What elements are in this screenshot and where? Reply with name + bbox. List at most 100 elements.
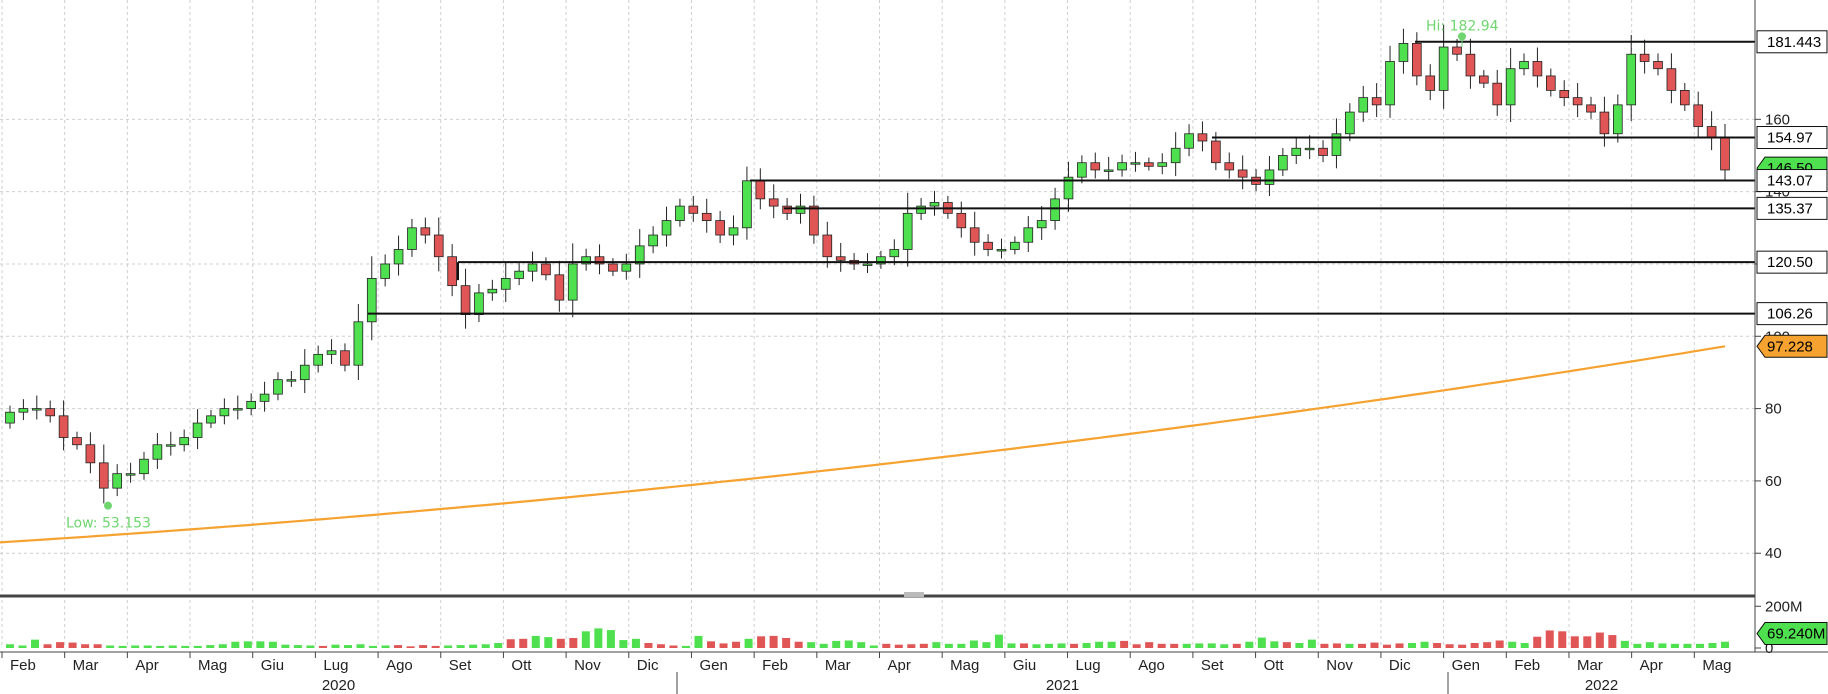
volume-bar (343, 645, 352, 648)
volume-bar (769, 635, 778, 648)
level-label-135-37-bg (1756, 196, 1828, 220)
volume-bar (1019, 643, 1028, 648)
volume-bar (444, 645, 453, 648)
volume-bar (1395, 643, 1404, 648)
candle-body (1639, 53, 1650, 62)
month-label: Mar (73, 657, 99, 674)
candle-body (219, 408, 230, 417)
volume-bar (1120, 640, 1129, 648)
candle-body (1706, 126, 1717, 138)
candle-body (1130, 162, 1141, 165)
candle-body (876, 256, 886, 265)
month-label: Mag (950, 657, 979, 674)
month-label: Dic (637, 657, 659, 674)
candle-body (1599, 111, 1610, 135)
volume-bar (181, 645, 190, 648)
volume-bar (1207, 643, 1216, 648)
volume-bar (1545, 630, 1554, 648)
candle-body (259, 393, 270, 402)
candle-body (1693, 104, 1704, 127)
volume-bar (1082, 642, 1091, 648)
level-label-106-26-text: 106.26 (1767, 306, 1813, 323)
volume-bar (631, 638, 640, 648)
volume-bar (494, 642, 503, 648)
volume-bar (1095, 641, 1104, 648)
volume-bar (18, 645, 27, 648)
level-label-181-443: 181.443 (1756, 30, 1828, 54)
volume-bar (1370, 642, 1379, 648)
month-label: Ott (511, 657, 532, 674)
volume-bar (106, 645, 115, 648)
volume-bar (1470, 642, 1479, 648)
month-label: Dic (1389, 657, 1411, 674)
candle-body (460, 285, 471, 315)
volume-bar (819, 643, 828, 648)
candle-body (634, 245, 645, 265)
low-marker (104, 501, 112, 510)
volume-bars (5, 628, 1730, 648)
candle-body (715, 220, 725, 236)
candle-body (125, 473, 136, 476)
candle-body (393, 249, 404, 265)
volume-bar (256, 641, 265, 648)
candle-body (889, 249, 900, 258)
volume-bar (68, 642, 77, 648)
month-label: Apr (888, 657, 911, 674)
candle-body (165, 444, 176, 447)
volume-bar (206, 645, 215, 648)
candle-body (1157, 162, 1168, 167)
volume-bar (1070, 643, 1079, 648)
volume-bar (894, 644, 903, 648)
candle-body (1572, 97, 1583, 106)
candle-body (1626, 53, 1637, 106)
volume-bar (356, 644, 365, 648)
candle-body (956, 212, 967, 229)
month-label: Mag (1702, 657, 1731, 674)
candle-body (621, 263, 632, 272)
candle-body (862, 263, 873, 266)
candle-body (648, 234, 658, 247)
candle-body (112, 473, 123, 489)
volume-bar (1408, 642, 1417, 648)
volume-bar (744, 638, 753, 648)
candle-body (701, 212, 712, 221)
volume-bar (1195, 643, 1204, 648)
candle-body (500, 278, 511, 290)
candle-body (45, 408, 56, 417)
volume-bar (1708, 642, 1717, 648)
candle-body (286, 379, 297, 382)
volume-bar (681, 645, 690, 648)
volume-bar (406, 646, 415, 648)
candle-body (1586, 104, 1596, 113)
volume-bar (957, 643, 966, 648)
volume-bar (857, 642, 866, 648)
volume-bar (93, 644, 102, 648)
volume-bar (193, 645, 202, 648)
volume-bar (1483, 642, 1492, 648)
candle-body (902, 212, 913, 250)
volume-bar (644, 642, 653, 648)
candle-body (192, 422, 203, 438)
ma-value-label-text: 97.228 (1767, 338, 1813, 355)
candle-body (380, 263, 390, 279)
volume-bar (844, 640, 853, 648)
volume-bar (1295, 642, 1304, 648)
volume-bar (969, 640, 978, 648)
volume-bar (331, 644, 340, 648)
volume-bar (807, 642, 816, 648)
volume-bar (1257, 637, 1266, 648)
volume-bar (594, 628, 603, 648)
candle-body (1492, 82, 1503, 106)
volume-bar (1495, 640, 1504, 648)
volume-bar (431, 645, 440, 648)
candle-body (567, 263, 578, 301)
price-candles (5, 24, 1730, 504)
volume-bar (293, 645, 302, 648)
volume-bar (707, 641, 716, 648)
volume-bar (982, 642, 991, 648)
volume-value-label-text: 69.240M (1767, 626, 1825, 643)
volume-bar (1608, 635, 1617, 648)
candle-body (1438, 46, 1449, 91)
volume-bar (1520, 642, 1529, 648)
volume-bar (419, 645, 428, 648)
